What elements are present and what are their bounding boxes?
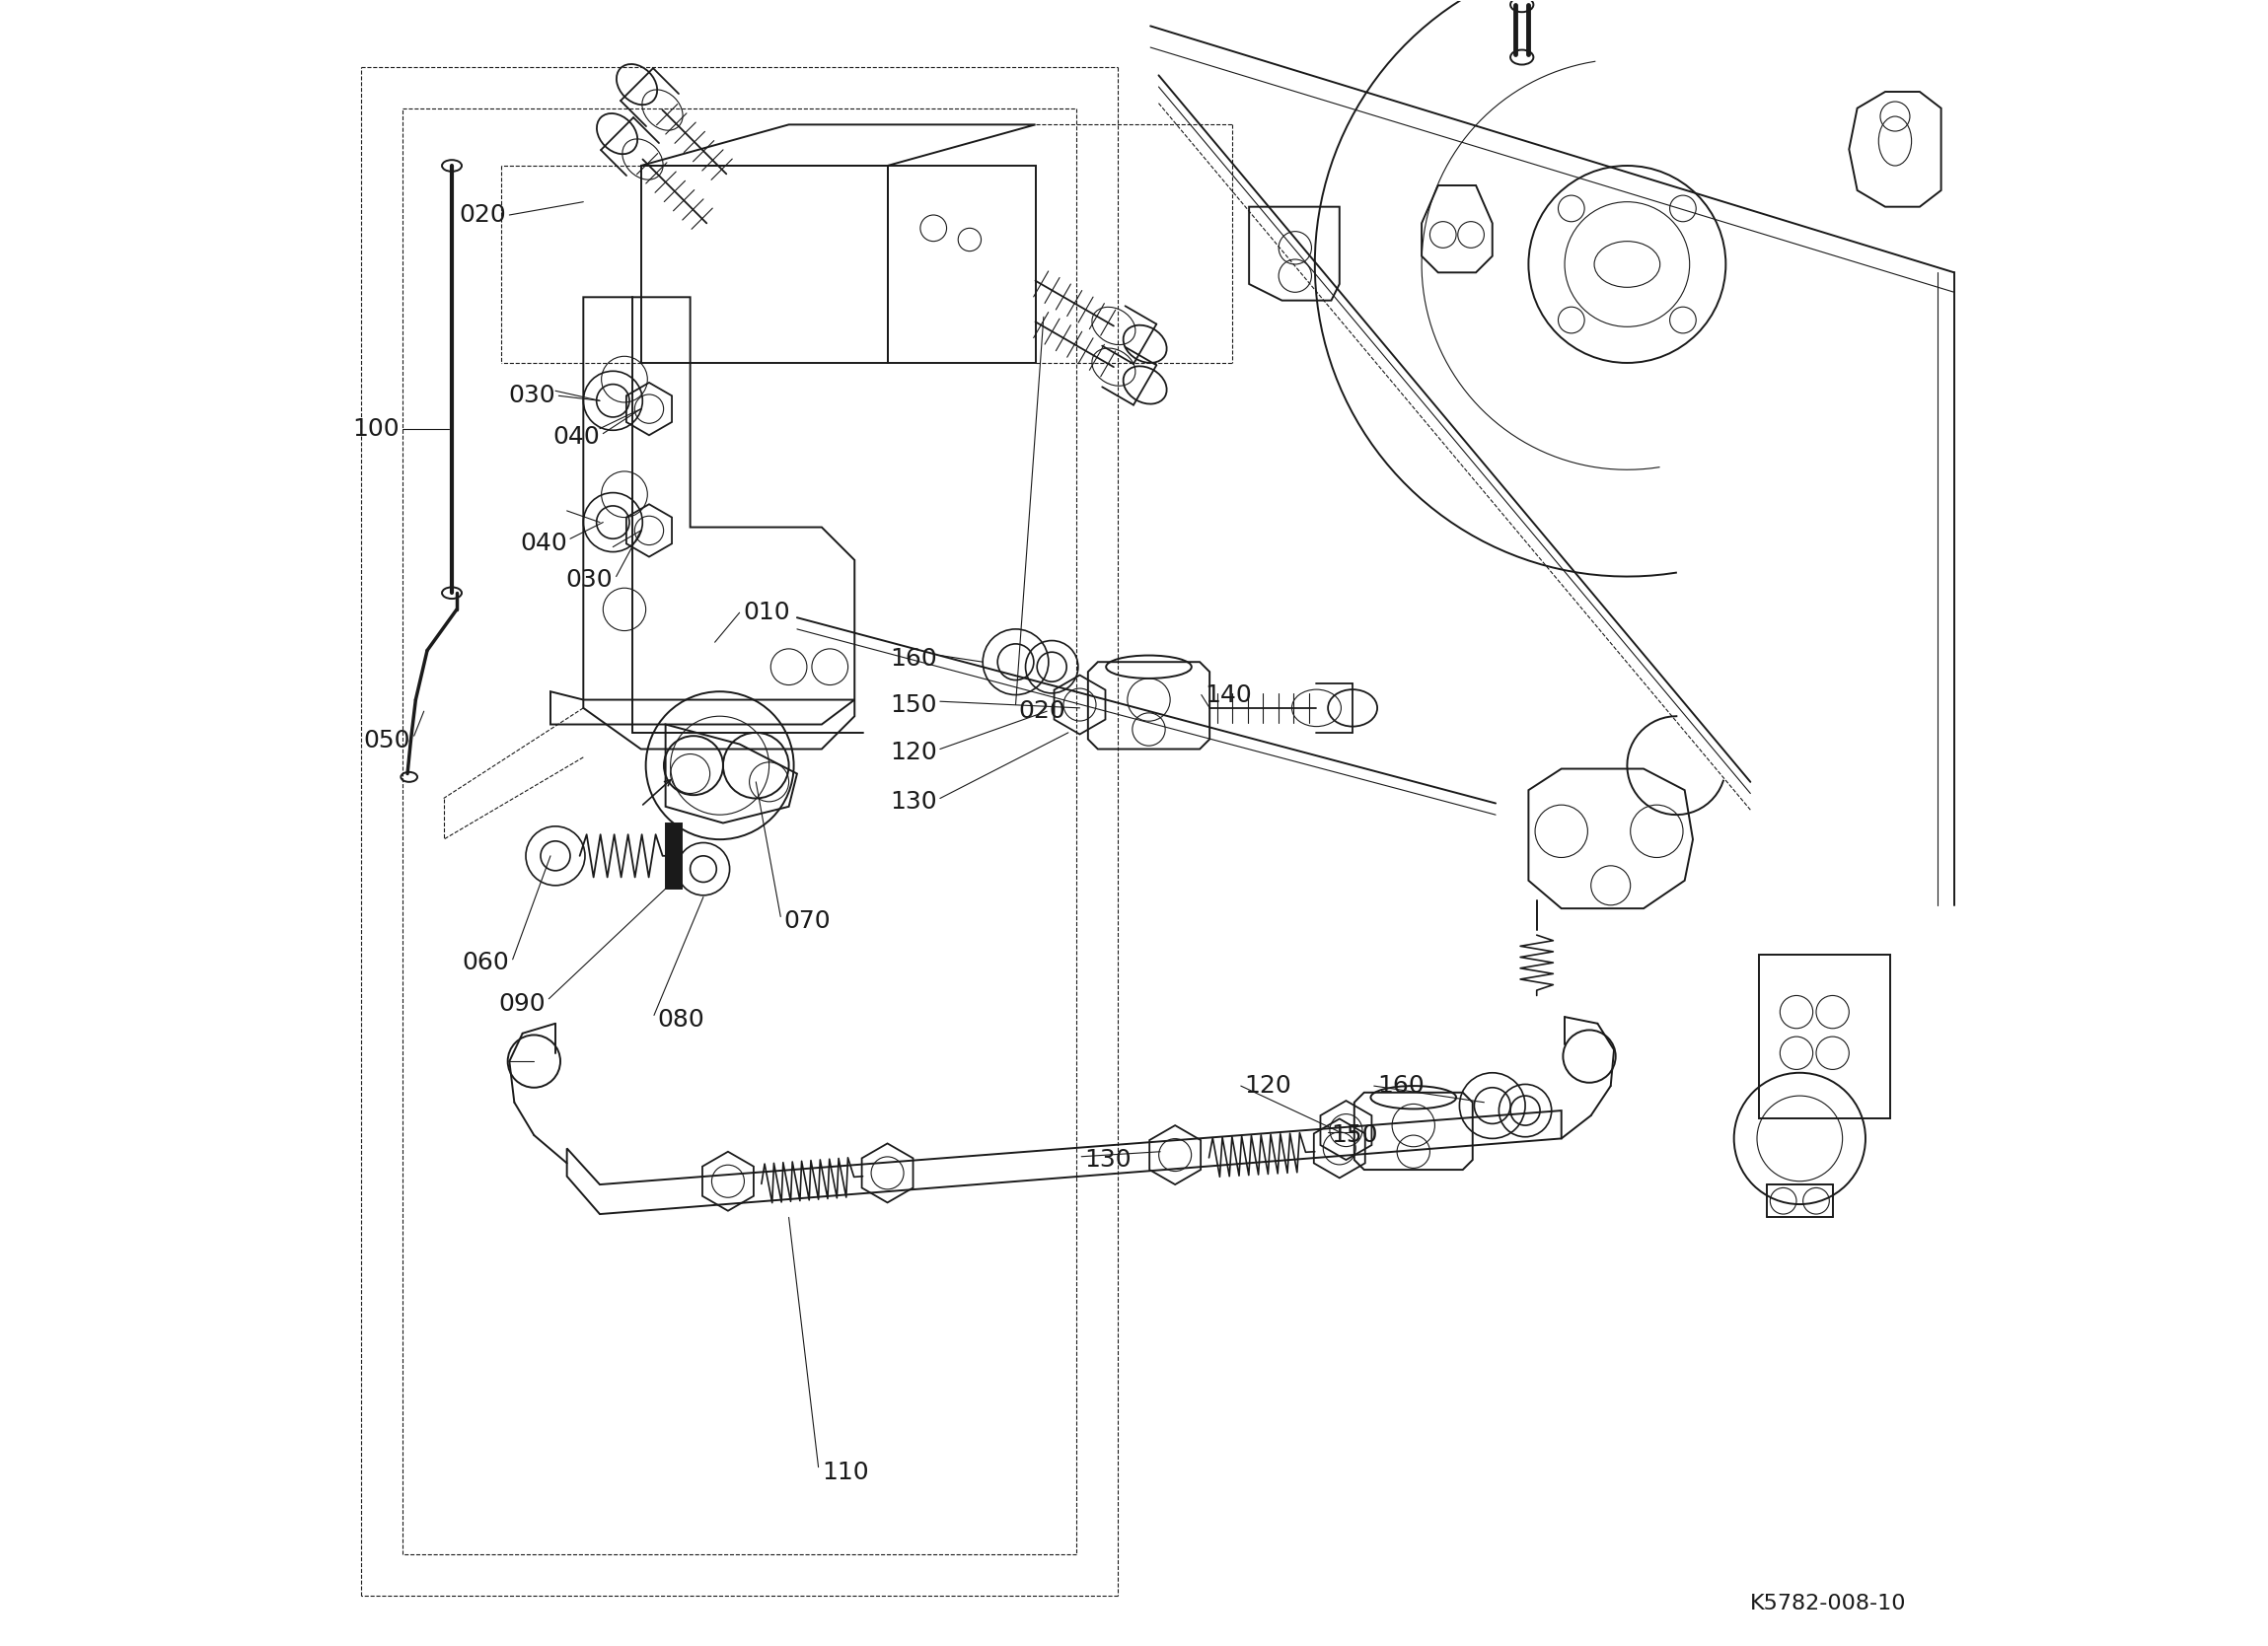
Text: 150: 150 <box>1331 1123 1379 1147</box>
Text: 030: 030 <box>567 568 612 591</box>
Text: 030: 030 <box>508 384 556 408</box>
Text: 040: 040 <box>553 425 599 449</box>
Text: 130: 130 <box>1084 1147 1132 1172</box>
Text: 100: 100 <box>352 416 399 441</box>
Text: 060: 060 <box>463 951 510 974</box>
Text: 130: 130 <box>889 790 937 813</box>
Text: 150: 150 <box>889 693 937 716</box>
Bar <box>665 823 683 889</box>
Text: 050: 050 <box>363 729 411 752</box>
Text: 070: 070 <box>785 910 830 933</box>
Text: 120: 120 <box>1245 1075 1290 1098</box>
Text: 020: 020 <box>458 202 506 227</box>
Text: 160: 160 <box>1377 1075 1424 1098</box>
Text: 040: 040 <box>519 532 567 555</box>
Text: 110: 110 <box>821 1460 869 1485</box>
Text: 080: 080 <box>658 1009 705 1032</box>
Text: K5782-008-10: K5782-008-10 <box>1751 1593 1907 1613</box>
Text: 140: 140 <box>1204 683 1252 706</box>
Bar <box>1758 955 1889 1119</box>
Text: 090: 090 <box>499 993 547 1016</box>
Text: 120: 120 <box>889 741 937 764</box>
Text: 020: 020 <box>1018 700 1066 723</box>
Text: 010: 010 <box>744 601 789 624</box>
Text: 160: 160 <box>889 647 937 670</box>
